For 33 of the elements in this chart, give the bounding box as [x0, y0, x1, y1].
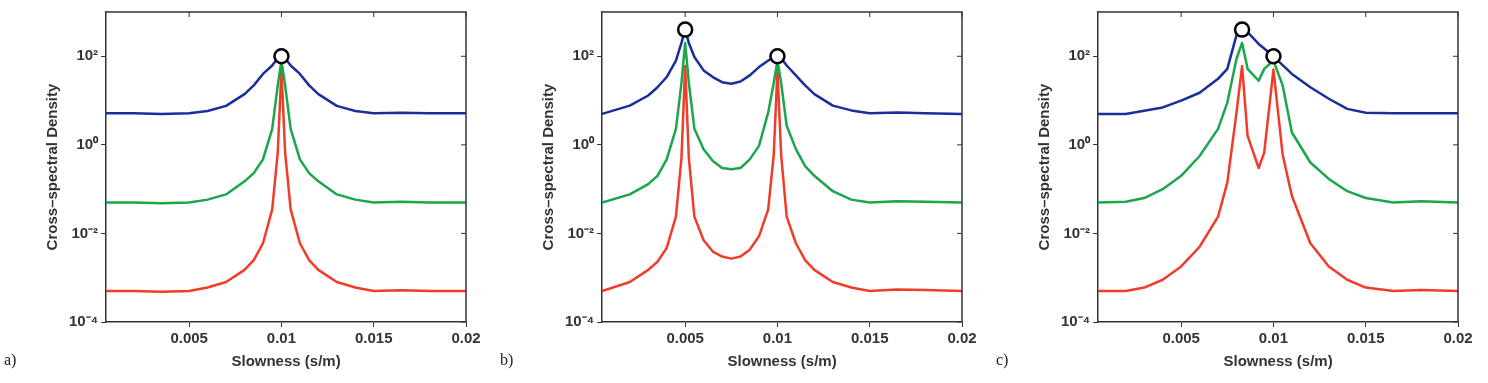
y-tick-label: 10⁻⁴: [1060, 312, 1091, 330]
y-tick-label: 10⁻²: [1063, 223, 1091, 241]
x-tick-label: 0.02: [451, 329, 481, 347]
x-tick-label: 0.01: [1258, 329, 1289, 347]
x-tick-label: 0.01: [762, 329, 793, 347]
x-tick-label: 0.005: [666, 329, 704, 347]
y-tick-label: 10²: [1068, 46, 1091, 64]
y-axis-title: Cross–spectral Density: [1035, 82, 1053, 251]
text: c): [996, 351, 1009, 369]
x-axis-title: Slowness (s/m): [1223, 352, 1333, 370]
x-tick-label: 0.015: [850, 329, 889, 347]
x-axis-title: Slowness (s/m): [727, 352, 837, 370]
text: b): [500, 351, 514, 369]
x-tick-label: 0.015: [354, 329, 393, 347]
x-tick-label: 0.005: [170, 329, 208, 347]
y-tick-label: 10⁰: [76, 135, 100, 152]
y-axis-title: Cross–spectral Density: [539, 82, 557, 251]
x-tick-label: 0.02: [947, 329, 977, 347]
y-tick-label: 10⁰: [572, 135, 596, 152]
y-tick-label: 10²: [572, 46, 595, 64]
y-tick-label: 10⁻⁴: [564, 312, 595, 330]
y-tick-label: 10⁰: [1068, 135, 1092, 152]
y-axis-title: Cross–spectral Density: [43, 82, 61, 251]
text: a): [4, 351, 17, 369]
x-axis-title: Slowness (s/m): [231, 352, 341, 370]
x-tick-label: 0.02: [1443, 329, 1473, 347]
x-tick-label: 0.015: [1346, 329, 1385, 347]
y-tick-label: 10⁻²: [71, 223, 99, 241]
x-tick-label: 0.01: [266, 329, 297, 347]
x-tick-label: 0.005: [1162, 329, 1200, 347]
y-tick-label: 10²: [76, 46, 99, 64]
y-tick-label: 10⁻⁴: [68, 312, 99, 330]
y-tick-label: 10⁻²: [567, 223, 595, 241]
